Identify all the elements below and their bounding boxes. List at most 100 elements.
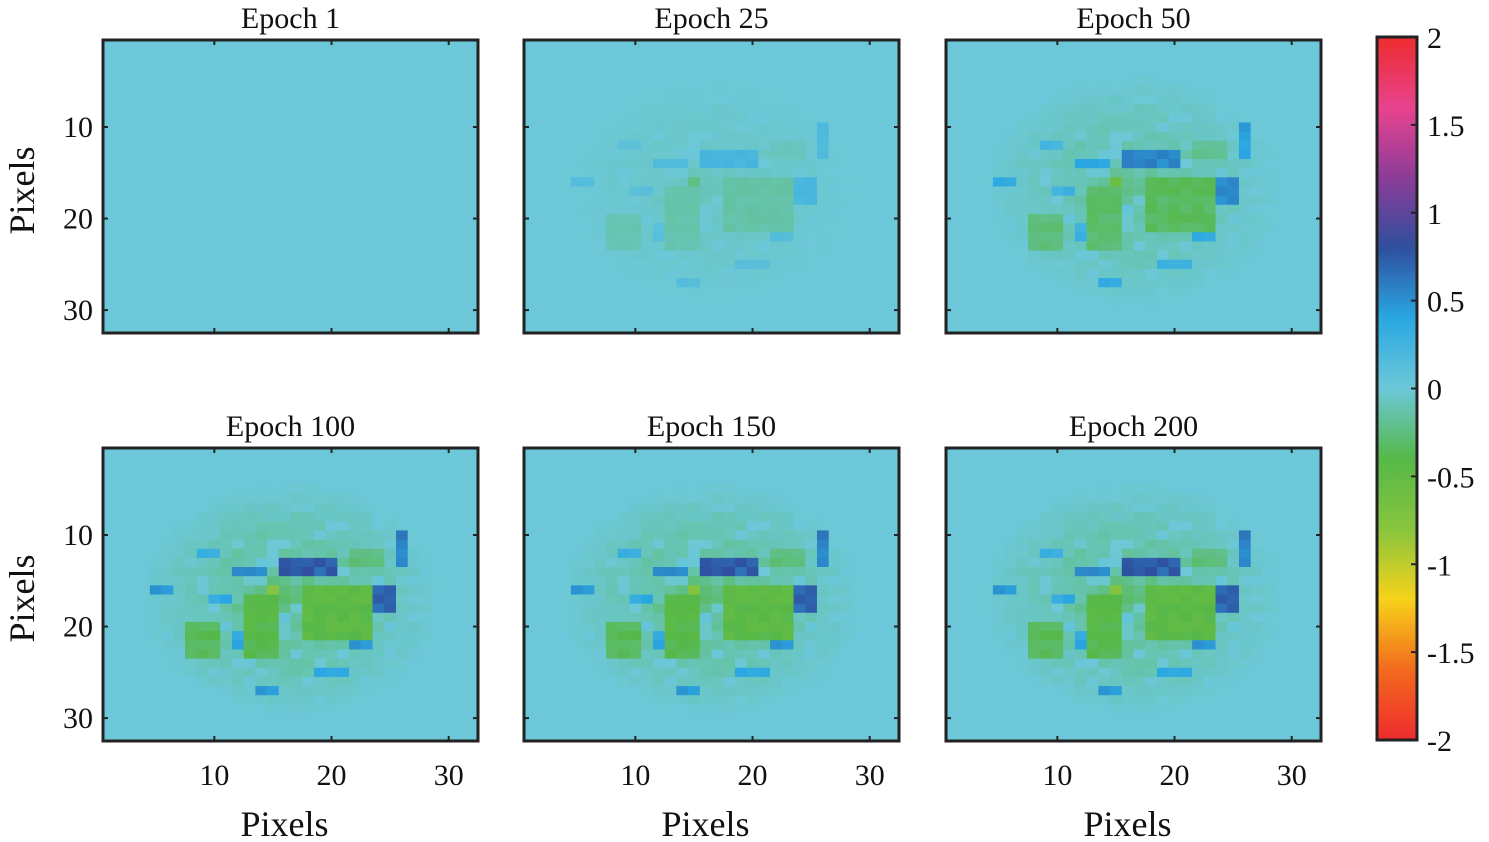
heatmap-cell	[582, 287, 595, 297]
heatmap-cell	[863, 475, 877, 486]
heatmap-cell	[875, 585, 888, 596]
heatmap-cell	[641, 296, 654, 307]
heatmap-cell	[781, 223, 795, 233]
heatmap-cell	[629, 314, 642, 325]
heatmap-cell	[149, 649, 163, 660]
heatmap-cell	[582, 612, 595, 623]
y-tick-label: 20	[63, 611, 93, 644]
heatmap-cell	[220, 177, 233, 188]
heatmap-cell	[676, 186, 689, 197]
heatmap-cell	[243, 612, 256, 623]
heatmap-cell	[442, 104, 456, 114]
heatmap-cell	[875, 567, 888, 577]
heatmap-cell	[1028, 131, 1041, 142]
heatmap-cell	[1168, 49, 1181, 59]
heatmap-cell	[138, 594, 151, 605]
heatmap-cell	[1121, 94, 1135, 105]
heatmap-cell	[1297, 287, 1310, 297]
heatmap-cell	[173, 177, 186, 188]
heatmap-cell	[524, 94, 537, 105]
heatmap-cell	[606, 676, 619, 687]
heatmap-cell	[1262, 113, 1275, 124]
heatmap-cell	[1156, 186, 1170, 197]
heatmap-cell	[431, 140, 444, 151]
heatmap-cell	[547, 649, 560, 660]
heatmap-cell	[734, 104, 748, 114]
heatmap-cell	[664, 195, 677, 206]
heatmap-cell	[1192, 186, 1205, 197]
heatmap-cell	[231, 502, 245, 513]
heatmap-cell	[454, 512, 467, 522]
heatmap-cell	[114, 278, 128, 288]
heatmap-cell	[746, 484, 759, 495]
heatmap-cell	[267, 85, 280, 96]
heatmap-cell	[442, 149, 456, 160]
heatmap-cell	[243, 603, 256, 614]
heatmap-cell	[629, 539, 642, 550]
heatmap-cell	[606, 484, 619, 495]
heatmap-cell	[629, 104, 642, 114]
heatmap-cell	[1086, 58, 1099, 69]
heatmap-cell	[126, 448, 139, 458]
heatmap-cell	[1227, 314, 1240, 325]
heatmap-cell	[1203, 40, 1217, 50]
heatmap-cell	[641, 466, 654, 477]
heatmap-cell	[887, 493, 900, 504]
heatmap-cell	[220, 448, 233, 458]
heatmap-cell	[535, 466, 549, 477]
heatmap-cell	[1039, 241, 1053, 252]
heatmap-cell	[840, 305, 853, 316]
heatmap-cell	[454, 268, 467, 279]
heatmap-cell	[1262, 40, 1275, 50]
heatmap-cell	[185, 314, 198, 325]
heatmap-cell	[664, 204, 677, 215]
heatmap-cell	[711, 640, 724, 651]
heatmap-cell	[1156, 268, 1170, 279]
heatmap-cell	[1028, 287, 1041, 297]
heatmap-cell	[208, 241, 221, 252]
heatmap-cell	[1285, 268, 1299, 279]
heatmap-cell	[524, 85, 537, 96]
heatmap-cell	[208, 557, 221, 568]
heatmap-cell	[454, 259, 467, 270]
heatmap-cell	[711, 631, 724, 641]
heatmap-cell	[664, 149, 677, 160]
heatmap-cell	[547, 104, 560, 114]
heatmap-cell	[840, 268, 853, 279]
heatmap-cell	[582, 557, 595, 568]
heatmap-cell	[594, 612, 607, 623]
heatmap-cell	[535, 530, 549, 541]
heatmap-cell	[161, 195, 174, 206]
heatmap-cell	[582, 94, 595, 105]
heatmap-cell	[594, 85, 607, 96]
heatmap-cell	[384, 539, 397, 550]
heatmap-cell	[1156, 94, 1170, 105]
heatmap-cell	[816, 621, 830, 632]
heatmap-cell	[1180, 85, 1193, 96]
heatmap-cell	[454, 704, 467, 715]
heatmap-cell	[828, 177, 842, 188]
heatmap-cell	[1063, 241, 1076, 252]
heatmap-cell	[196, 457, 210, 467]
heatmap-cell	[173, 49, 186, 59]
heatmap-cell	[852, 457, 865, 467]
heatmap-cell	[208, 305, 221, 316]
heatmap-cell	[1238, 314, 1252, 325]
heatmap-cell	[1074, 149, 1088, 160]
heatmap-cell	[1262, 314, 1275, 325]
heatmap-cell	[1063, 186, 1076, 197]
heatmap-cell	[138, 159, 151, 169]
heatmap-cell	[1074, 259, 1088, 270]
heatmap-cell	[723, 567, 736, 577]
heatmap-cell	[325, 658, 338, 669]
heatmap-cell	[1086, 296, 1099, 307]
heatmap-cell	[781, 314, 795, 325]
heatmap-cell	[617, 631, 631, 641]
heatmap-cell	[1262, 232, 1275, 243]
heatmap-cell	[992, 250, 1006, 261]
heatmap-cell	[594, 223, 607, 233]
heatmap-cell	[103, 530, 116, 541]
heatmap-cell	[770, 131, 783, 142]
heatmap-cell	[313, 530, 327, 541]
heatmap-cell	[1086, 113, 1099, 124]
